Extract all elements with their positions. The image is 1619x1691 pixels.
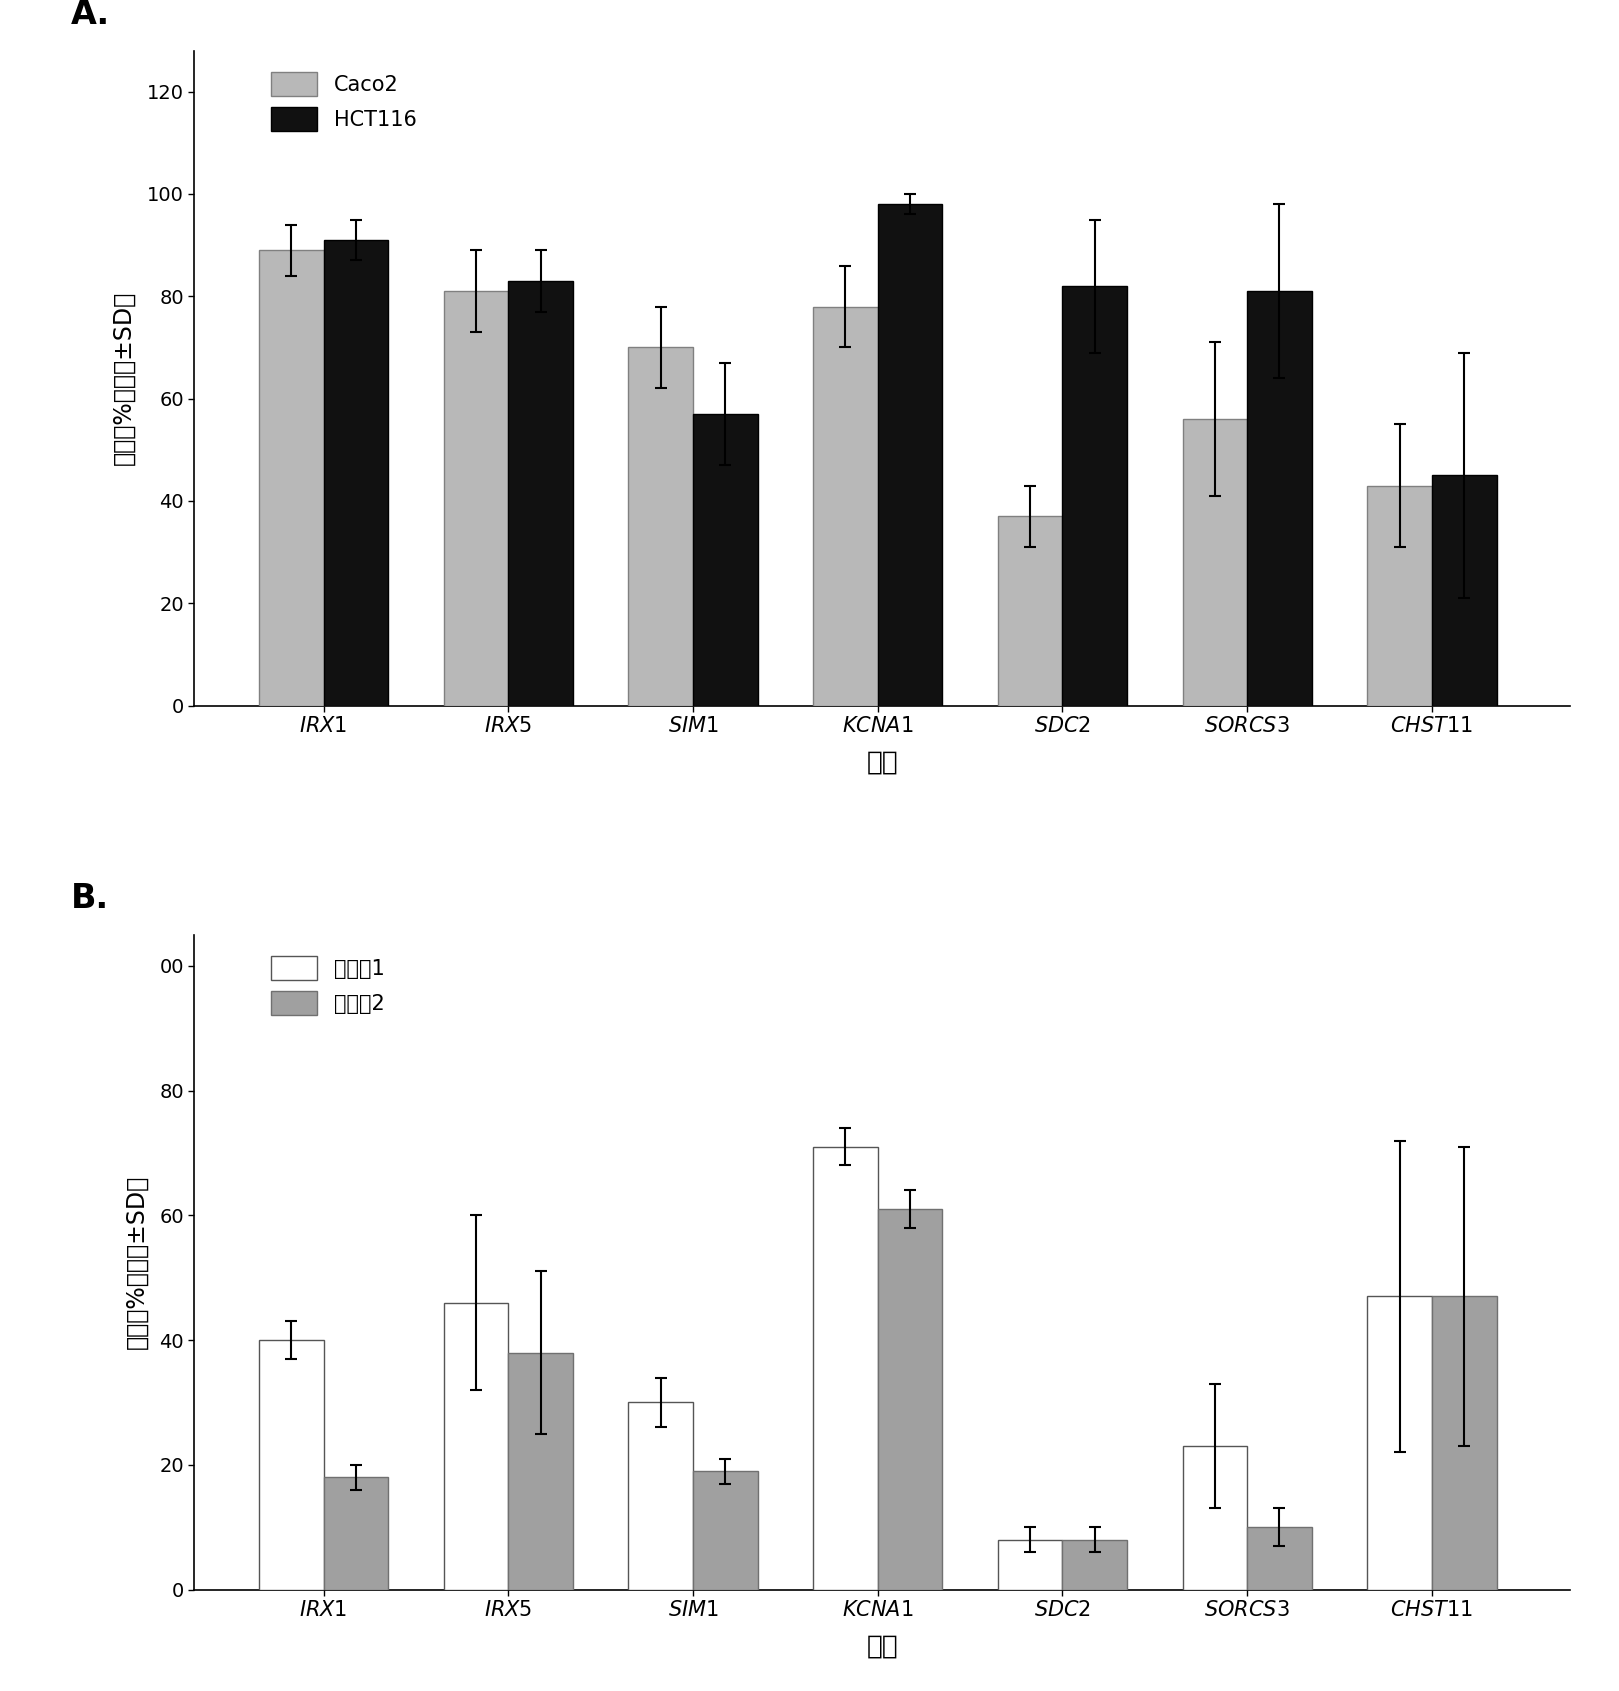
Bar: [1431, 475, 1496, 705]
Legend: Caco2, HCT116: Caco2, HCT116: [262, 64, 426, 139]
Bar: [628, 1402, 693, 1590]
Legend: 正常人1, 正常人2: 正常人1, 正常人2: [262, 949, 393, 1023]
Y-axis label: 甲基化%（均値±SD）: 甲基化%（均値±SD）: [112, 291, 136, 465]
Bar: [1182, 419, 1247, 705]
Bar: [1062, 286, 1127, 705]
Bar: [628, 347, 693, 705]
Text: A.: A.: [71, 0, 110, 32]
Bar: [508, 1353, 573, 1590]
Bar: [259, 1339, 324, 1590]
Bar: [508, 281, 573, 705]
Bar: [997, 1539, 1062, 1590]
Bar: [1366, 485, 1431, 705]
Bar: [1247, 291, 1311, 705]
Bar: [1431, 1297, 1496, 1590]
X-axis label: 基因: 基因: [866, 1634, 899, 1661]
Bar: [324, 1478, 389, 1590]
Bar: [324, 240, 389, 705]
Bar: [1366, 1297, 1431, 1590]
Bar: [1062, 1539, 1127, 1590]
X-axis label: 基因: 基因: [866, 749, 899, 776]
Bar: [259, 250, 324, 705]
Bar: [877, 205, 942, 705]
Bar: [444, 291, 508, 705]
Bar: [813, 306, 877, 705]
Y-axis label: 甲基化%（均値±SD）: 甲基化%（均値±SD）: [125, 1175, 147, 1349]
Bar: [877, 1209, 942, 1590]
Bar: [693, 414, 758, 705]
Bar: [997, 516, 1062, 705]
Text: B.: B.: [71, 883, 108, 915]
Bar: [813, 1146, 877, 1590]
Bar: [693, 1471, 758, 1590]
Bar: [1247, 1527, 1311, 1590]
Bar: [1182, 1446, 1247, 1590]
Bar: [444, 1302, 508, 1590]
